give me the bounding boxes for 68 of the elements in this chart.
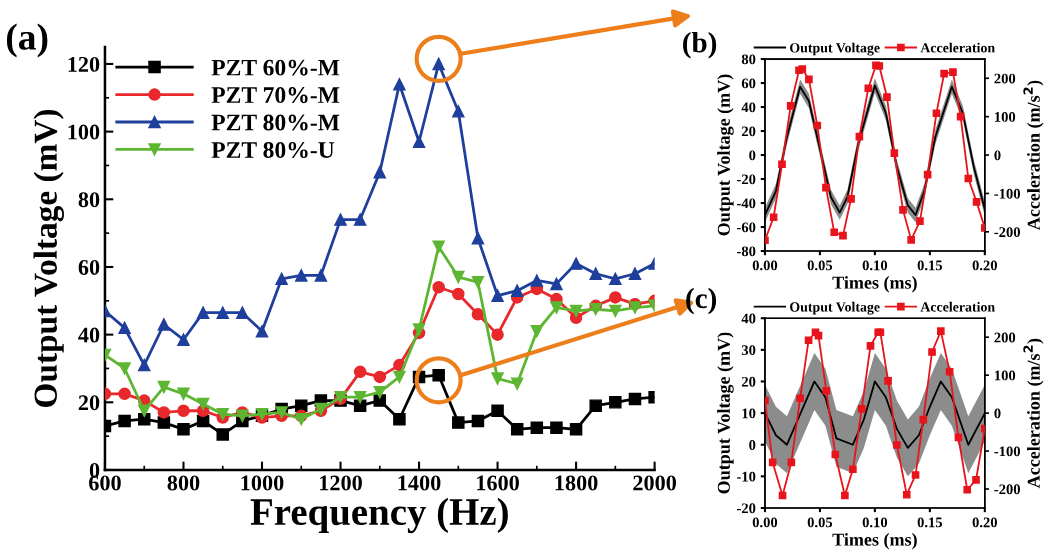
y2-tick-label: 100 [995,370,1016,381]
y-tick-label: 20 [741,126,756,137]
legend-label: PZT 60%-M [211,59,340,76]
y-tick-label: -10 [737,471,756,482]
x-tick-label: 1000 [241,475,284,491]
legend-label: Acceleration [920,301,995,312]
y-tick-label: -20 [737,174,756,185]
legend-label: PZT 80%-M [211,114,340,131]
text: (c) [686,287,717,315]
y-tick-label: 40 [78,327,100,343]
y-tick-label: 100 [68,124,100,140]
x-axis-title: Times (ms) [832,276,917,293]
x-axis-title: Times (ms) [832,533,917,550]
y2-tick-label: -100 [994,188,1021,199]
x-tick-label: 0.10 [862,260,888,271]
y-axis-title: Output Voltage (mV) [717,74,734,236]
y-tick-label: 0 [749,440,756,450]
y-tick-label: 80 [78,192,100,208]
y2-axis-title: Acceleration (m/s$^{2}$) [1023,338,1044,489]
y2-axis-title: Acceleration (m/s$^{2}$) [1023,80,1044,231]
y2-tick-label: 0 [994,150,1001,161]
text: (a) [6,23,48,58]
text: (b) [683,32,717,59]
x-tick-label: 1400 [398,475,441,491]
x-tick-label: 1800 [555,475,598,491]
y-tick-label: 0 [749,150,756,161]
y2-tick-label: -100 [994,446,1021,457]
legend-label: Output Voltage [790,42,880,56]
y2-tick-label: 0 [994,408,1001,419]
x-tick-label: 0.10 [862,517,888,528]
y-tick-label: 10 [742,408,756,419]
legend-label: Output Voltage [790,301,880,315]
y-tick-label: -60 [737,222,756,233]
x-tick-label: 2000 [633,475,676,491]
y-tick-label: 40 [741,313,756,324]
x-tick-label: 1200 [320,475,362,491]
y-tick-label: 20 [78,395,100,411]
y2-tick-label: 200 [994,332,1016,343]
y-tick-label: 80 [741,54,756,65]
y-axis-title: Output Voltage (mV) [717,332,734,494]
y2-tick-label: 100 [995,112,1016,122]
legend-label: PZT 80%-U [211,142,335,159]
x-axis-title: Frequency (Hz) [250,497,508,534]
legend-label: Acceleration [920,42,995,53]
x-tick-label: 0.20 [972,260,998,271]
x-tick-label: 0.20 [972,517,998,528]
x-tick-label: 0.05 [807,260,833,271]
x-tick-label: 1600 [477,475,519,491]
x-tick-label: 0.15 [917,517,943,528]
y-tick-label: 120 [68,56,100,72]
y-tick-label: 30 [741,345,756,356]
y2-tick-label: -200 [994,484,1021,495]
x-tick-label: 0.15 [917,260,943,271]
y-tick-label: 60 [78,259,100,275]
y-tick-label: -80 [737,246,756,257]
x-tick-label: 800 [167,475,200,491]
x-tick-label: 0.05 [807,517,833,528]
y-tick-label: -40 [737,198,756,209]
y-tick-label: -20 [737,503,756,514]
y-axis-title: Output Voltage (mV) [33,109,64,407]
y2-tick-label: -200 [994,227,1021,238]
x-tick-label: 0.00 [752,517,778,528]
y-tick-label: 20 [741,376,756,387]
y-tick-label: 60 [741,78,756,89]
x-tick-label: 0.00 [752,260,778,271]
y-tick-label: 40 [741,102,756,113]
legend-label: PZT 70%-M [211,87,340,104]
y2-tick-label: 200 [994,73,1016,84]
